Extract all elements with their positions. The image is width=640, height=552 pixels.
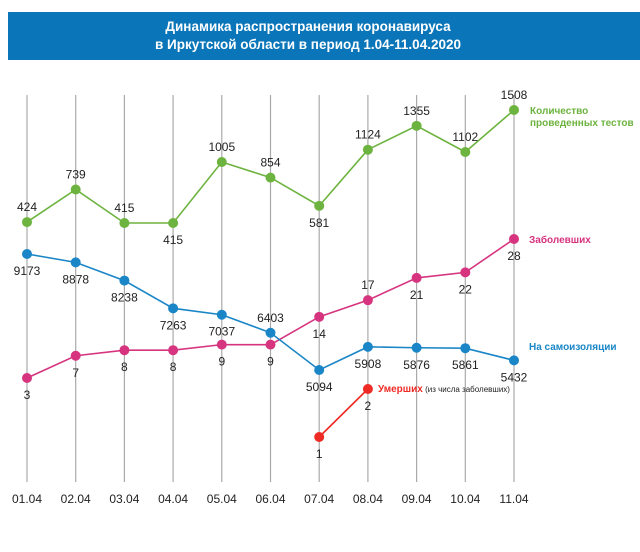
series-line [318,388,369,438]
data-point [314,365,325,375]
x-tick-label: 08.04 [353,492,383,506]
data-label: 739 [66,168,86,182]
data-point [22,249,32,259]
data-label: 17 [361,278,375,292]
legend-label: На самоизоляции [529,342,617,353]
title-line-2: в Иркутской области в период 1.04-11.04.… [155,37,461,52]
data-point [265,339,276,350]
x-tick-label: 03.04 [109,492,139,506]
x-tick-label: 05.04 [207,492,237,506]
data-label: 2 [365,399,372,413]
x-tick-label: 07.04 [304,492,334,506]
data-point [216,339,227,350]
data-label: 424 [17,200,37,214]
data-point [314,200,325,211]
data-label: 22 [459,282,473,296]
data-label: 415 [163,233,183,247]
data-label: 854 [260,156,280,170]
data-label: 1005 [208,140,235,154]
chart-title: Динамика распространения коронавируса в … [8,12,640,60]
data-point [22,217,32,228]
data-point [411,120,422,131]
data-point [70,184,81,195]
data-label: 5908 [355,357,382,371]
data-label: 28 [507,249,521,263]
data-point [216,309,227,320]
data-point [362,144,373,155]
x-tick-label: 02.04 [61,492,91,506]
data-point [314,311,325,322]
x-tick-label: 11.04 [499,492,528,506]
data-label: 1102 [452,130,478,144]
data-label: 5861 [452,358,479,372]
data-point [362,384,373,394]
data-label: 5094 [306,380,333,394]
data-point [265,327,276,338]
data-point [460,267,471,278]
data-point [314,432,325,442]
x-tick-label: 04.04 [158,492,188,506]
data-point [362,341,373,352]
data-label: 3 [24,388,31,402]
data-point [70,350,81,361]
data-label: 9 [218,355,225,369]
data-point [509,234,519,244]
data-point [22,373,32,383]
legend-label: Умерших (из числа заболевших) [378,384,510,395]
data-point [119,218,130,228]
data-point [168,303,179,314]
data-point [411,342,422,353]
data-label: 8 [121,360,128,374]
data-label: 8878 [62,272,89,286]
title-line-1: Динамика распространения коронавируса [165,19,451,34]
data-point [362,295,373,306]
legend-label: Заболевших [529,234,591,246]
data-label: 7263 [160,318,187,332]
data-label: 8238 [111,291,138,305]
data-label: 415 [114,201,134,215]
data-label: 5876 [403,358,430,372]
x-tick-label: 06.04 [255,492,285,506]
data-point [119,345,130,356]
data-point [509,355,519,366]
data-label: 7 [72,366,79,380]
x-tick-label: 10.04 [450,492,480,506]
data-label: 9 [267,355,274,369]
data-point [460,146,471,157]
data-label: 581 [309,216,329,230]
data-label: 1124 [355,128,381,142]
data-point [265,172,276,183]
data-label: 1508 [501,88,528,102]
x-tick-label: 01.04 [12,492,42,506]
x-tick-label: 09.04 [402,492,432,506]
data-label: 8 [170,360,177,374]
data-label: 5432 [501,370,528,384]
data-point [411,272,422,283]
data-label: 9173 [14,264,41,278]
data-point [509,105,519,115]
data-point [460,343,471,354]
data-point [168,345,179,356]
data-label: 14 [313,327,327,341]
data-label: 7037 [208,325,235,339]
data-label: 1355 [403,104,430,118]
data-point [119,275,130,286]
data-point [70,257,81,268]
data-point [168,218,179,228]
legend-label: Количество проведенных тестов [530,106,634,129]
data-label: 1 [316,447,323,461]
data-label: 6403 [257,311,284,325]
data-point [216,157,227,168]
data-label: 21 [410,288,424,302]
